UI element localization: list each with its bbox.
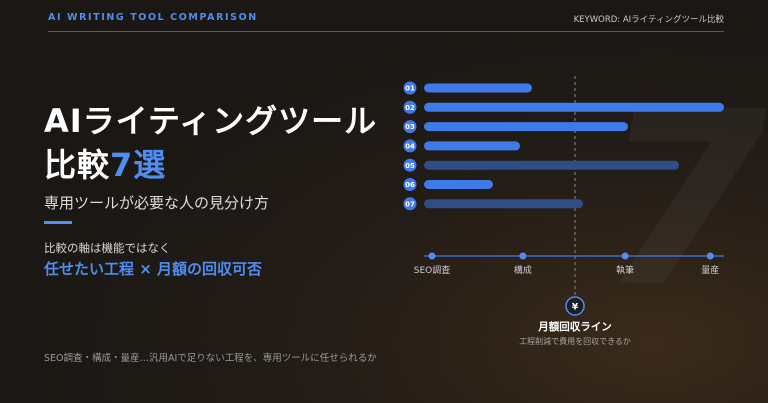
subtitle: 専用ツールが必要な人の見分け方 <box>44 194 270 212</box>
threshold-label: 月額回収ライン <box>537 320 612 333</box>
page-title-line1: AIライティングツール <box>44 102 378 140</box>
axis-tick-dot <box>706 252 714 260</box>
footer-note: SEO調査・構成・量産…汎用AIで足りない工程を、専用ツールに任せられるか <box>44 353 377 364</box>
row-badge <box>403 120 417 134</box>
title-accent: 7選 <box>110 146 167 184</box>
row-badge-label: 04 <box>405 143 415 151</box>
axis-tick-dot <box>621 252 629 260</box>
axis-tick-label: 執筆 <box>616 264 634 276</box>
bar-05 <box>424 160 679 170</box>
axis-highlight: 任せたい工程 × 月額の回収可否 <box>44 260 263 278</box>
row-badge-label: 01 <box>405 85 415 93</box>
axis-tick-label: 構成 <box>514 264 532 276</box>
row-badge <box>403 178 417 191</box>
accent-divider <box>44 221 72 224</box>
threshold-sublabel: 工程削減で費用を回収できるか <box>519 336 631 346</box>
row-badge <box>403 158 417 172</box>
keyword-label: KEYWORD: AIライティングツール比較 <box>573 15 724 25</box>
yen-icon-glyph: ¥ <box>572 303 579 313</box>
row-badge <box>403 81 417 95</box>
row-badge <box>403 197 417 211</box>
decorative-number: 7 <box>600 60 767 340</box>
page-title-line2: 比較7選 <box>44 140 166 186</box>
axis-tick-label: 量産 <box>701 264 719 276</box>
axis-note: 比較の軸は機能ではなく <box>44 241 171 255</box>
header-label: AI WRITING TOOL COMPARISON <box>48 12 258 23</box>
row-badge-label: 02 <box>405 104 415 112</box>
row-badge <box>403 100 417 114</box>
bar-06 <box>424 180 493 189</box>
axis-tick-dot <box>519 252 527 260</box>
row-badge <box>403 139 417 153</box>
yen-icon <box>565 296 585 316</box>
bar-01 <box>424 83 532 93</box>
title-prefix: 比較 <box>44 146 111 184</box>
bar-02 <box>424 102 724 112</box>
bar-04 <box>424 141 520 151</box>
bar-03 <box>424 122 628 132</box>
row-badge-label: 05 <box>405 162 415 170</box>
top-bar: AI WRITING TOOL COMPARISON KEYWORD: AIライ… <box>48 10 724 32</box>
row-badge-label: 06 <box>405 181 415 189</box>
row-badge-label: 03 <box>405 123 415 131</box>
bar-07 <box>424 199 583 209</box>
axis-tick-dot <box>428 252 436 260</box>
axis-tick-label: SEO調査 <box>414 264 450 276</box>
row-badge-label: 07 <box>405 200 415 208</box>
